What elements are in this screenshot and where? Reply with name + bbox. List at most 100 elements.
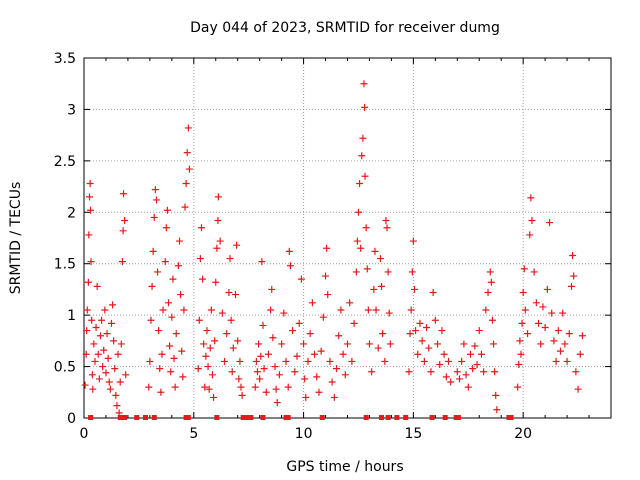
data-point [383, 224, 391, 232]
data-point [297, 275, 305, 283]
data-point [368, 368, 376, 376]
y-axis-label: SRMTID / TECUs [8, 182, 24, 295]
data-point [195, 316, 203, 324]
data-point [166, 342, 174, 350]
data-point [361, 172, 369, 180]
data-point [363, 265, 371, 273]
data-point [180, 306, 188, 314]
data-point [227, 316, 235, 324]
data-point [473, 361, 481, 369]
data-point [514, 383, 522, 391]
data-point [201, 383, 209, 391]
data-point [527, 194, 535, 202]
data-point [87, 206, 95, 214]
data-point [96, 332, 104, 340]
data-point [541, 323, 549, 331]
zero-marker [363, 415, 369, 420]
data-point [365, 340, 373, 348]
zero-marker [88, 415, 94, 420]
data-point [364, 306, 372, 314]
data-point [103, 330, 111, 338]
data-point [225, 289, 233, 297]
y-tick-label: 2.5 [54, 154, 76, 170]
data-point [272, 385, 280, 393]
data-point [464, 383, 472, 391]
data-point [458, 357, 466, 365]
data-point [471, 342, 479, 350]
x-tick-labels: 0 5 10 15 20 [80, 426, 533, 442]
data-point [302, 393, 310, 401]
data-point [535, 319, 543, 327]
data-point [158, 350, 166, 358]
zero-marker [142, 415, 148, 420]
data-point [90, 340, 98, 348]
zero-marker [429, 415, 435, 420]
data-point [122, 371, 130, 379]
data-point [211, 337, 219, 345]
data-point [236, 357, 244, 365]
data-point [104, 354, 112, 362]
data-point [87, 258, 95, 266]
data-point [330, 393, 338, 401]
data-point [200, 340, 208, 348]
data-point [253, 368, 261, 376]
data-point [109, 301, 117, 309]
data-point [462, 371, 470, 379]
data-point [259, 321, 267, 329]
data-point [543, 285, 551, 293]
data-point [324, 291, 332, 299]
data-point [515, 361, 523, 369]
data-point [176, 237, 184, 245]
data-point [212, 278, 220, 286]
data-point [94, 350, 102, 358]
zero-markers-layer [88, 415, 514, 420]
data-point [567, 282, 575, 290]
data-point [280, 309, 288, 317]
data-point [486, 268, 494, 276]
data-point [360, 80, 368, 88]
data-point [278, 340, 286, 348]
data-point [537, 340, 545, 348]
data-point [414, 350, 422, 358]
data-point [561, 340, 569, 348]
data-point [427, 368, 435, 376]
data-point [146, 357, 154, 365]
data-point [308, 299, 316, 307]
data-point [532, 299, 540, 307]
data-point [382, 217, 390, 225]
data-point [344, 340, 351, 348]
data-point [520, 265, 528, 273]
zero-marker [122, 415, 128, 420]
data-point [252, 357, 260, 365]
data-point [353, 237, 361, 245]
data-point [326, 357, 334, 365]
data-point [118, 258, 126, 266]
data-point [238, 391, 246, 399]
data-point [93, 282, 101, 290]
y-tick-label: 0 [67, 411, 76, 427]
data-point [406, 330, 414, 338]
data-point [214, 217, 222, 225]
data-point [156, 365, 164, 373]
data-point [480, 368, 488, 376]
data-point [268, 285, 276, 293]
data-point [275, 371, 283, 379]
data-point [177, 291, 185, 299]
data-point [517, 350, 525, 358]
data-point [516, 337, 524, 345]
data-point [251, 383, 259, 391]
zero-marker [285, 415, 291, 420]
data-point [420, 357, 428, 365]
data-point [418, 337, 426, 345]
data-point [301, 375, 309, 383]
data-point [376, 255, 384, 263]
zero-marker [248, 415, 254, 420]
data-point [490, 340, 498, 348]
data-point [165, 299, 173, 307]
data-point [171, 383, 179, 391]
data-point [412, 327, 420, 335]
data-point [112, 391, 120, 399]
data-point [84, 278, 92, 286]
zero-marker [403, 415, 409, 420]
data-point [107, 319, 115, 327]
